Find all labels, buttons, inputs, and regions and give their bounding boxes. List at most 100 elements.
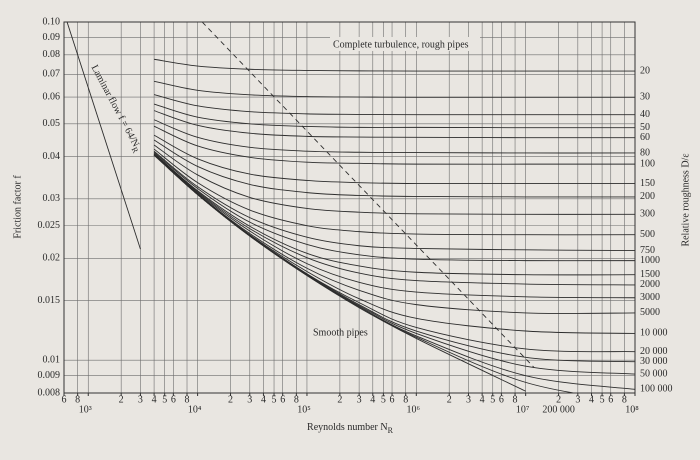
x-tick-label: 2 — [556, 394, 561, 405]
x-tick-label: 8 — [294, 394, 299, 405]
x-tick-label: 3 — [575, 394, 580, 405]
x-tick-label: 6 — [62, 394, 67, 405]
y-tick-label: 0.009 — [38, 370, 61, 381]
curve — [153, 134, 635, 185]
curve — [153, 94, 635, 116]
rough-annotation: Complete turbulence, rough pipes — [333, 39, 469, 50]
roughness-label: 20 000 — [640, 346, 668, 357]
y-tick-label: 0.02 — [43, 253, 61, 264]
x-tick-label: 10⁷ — [516, 404, 530, 415]
x-tick-label: 8 — [513, 394, 518, 405]
roughness-label: 30 000 — [640, 356, 668, 367]
x-tick-label: 10⁵ — [297, 404, 311, 415]
curve — [153, 80, 635, 98]
curve — [153, 152, 635, 276]
x-tick-label: 10⁸ — [625, 404, 639, 415]
roughness-label: 10 000 — [640, 328, 668, 339]
curve — [154, 58, 635, 72]
roughness-label: 5000 — [640, 307, 660, 318]
roughness-label: 20 — [640, 65, 650, 76]
x-tick-label: 5 — [272, 394, 277, 405]
roughness-label: 100 — [640, 158, 655, 169]
curve — [153, 153, 635, 299]
curve — [153, 139, 635, 198]
curve — [153, 110, 635, 139]
roughness-label: 100 000 — [640, 384, 673, 395]
x-tick-label: 8 — [185, 394, 190, 405]
x-tick-label: 10⁶ — [407, 404, 421, 415]
y-tick-label: 0.08 — [43, 49, 61, 60]
y-tick-label: 0.025 — [38, 220, 61, 231]
labels: 0.008 0.009 0.01 0.015 0.02 0.025 0.03 0.04 0.05… — [38, 16, 673, 415]
roughness-label: 80 — [640, 147, 650, 158]
curve — [153, 125, 635, 165]
x-tick-label: 2 — [447, 394, 452, 405]
roughness-label: 200 — [640, 191, 655, 202]
x-tick-label: 4 — [370, 394, 375, 405]
roughness-label: 500 — [640, 229, 655, 240]
roughness-label: 200 000 — [542, 404, 575, 415]
x-tick-label: 8 — [75, 394, 80, 405]
y-tick-label: 0.03 — [43, 193, 61, 204]
y-tick-label: 0.06 — [43, 91, 61, 102]
curve — [153, 154, 526, 392]
x-tick-label: 3 — [247, 394, 252, 405]
annotation-bg — [330, 37, 480, 51]
x-tick-label: 5 — [600, 394, 605, 405]
roughness-label: 50 — [640, 122, 650, 133]
roughness-label: 750 — [640, 245, 655, 256]
x-tick-label: 3 — [357, 394, 362, 405]
y-tick-label: 0.07 — [43, 69, 61, 80]
x-tick-label: 6 — [499, 394, 504, 405]
curve — [153, 119, 635, 154]
curve — [66, 22, 141, 250]
x-tick-label: 3 — [138, 394, 143, 405]
x-tick-label: 3 — [466, 394, 471, 405]
smooth-annotation: Smooth pipes — [313, 327, 368, 338]
x-tick-label: 6 — [171, 394, 176, 405]
x-axis-label: Reynolds number NR — [307, 422, 394, 435]
x-tick-label: 5 — [381, 394, 386, 405]
x-tick-label: 2 — [228, 394, 233, 405]
y-tick-label: 0.09 — [43, 32, 61, 43]
roughness-label: 150 — [640, 178, 655, 189]
x-tick-label: 8 — [622, 394, 627, 405]
curve — [153, 150, 635, 251]
curve — [153, 153, 635, 286]
curves — [66, 22, 635, 393]
laminar-label-sub: R — [130, 145, 141, 155]
x-tick-label: 2 — [337, 394, 342, 405]
x-tick-label: 4 — [480, 394, 485, 405]
curve — [153, 151, 635, 262]
x-tick-label: 5 — [162, 394, 167, 405]
x-tick-label: 4 — [152, 394, 157, 405]
x-axis-label-sub: R — [388, 426, 394, 435]
y-tick-label: 0.04 — [43, 151, 61, 162]
x-tick-label: 6 — [608, 394, 613, 405]
curve — [201, 22, 535, 369]
roughness-label: 1000 — [640, 255, 660, 266]
x-tick-label: 8 — [403, 394, 408, 405]
roughness-label: 40 — [640, 109, 650, 120]
curve — [153, 103, 635, 129]
roughness-label: 300 — [640, 209, 655, 220]
y-tick-label: 0.015 — [38, 295, 61, 306]
y-tick-label: 0.10 — [43, 16, 61, 27]
y-axis-label: Friction factor f — [12, 175, 23, 239]
x-axis-label-main: Reynolds number N — [307, 422, 388, 433]
roughness-label: 30 — [640, 92, 650, 103]
y2-axis-label: Relative roughness D/ε — [680, 153, 691, 246]
curve — [153, 144, 635, 215]
y-tick-label: 0.05 — [43, 118, 61, 129]
x-tick-label: 10³ — [79, 404, 92, 415]
roughness-label: 50 000 — [640, 368, 668, 379]
roughness-label: 3000 — [640, 292, 660, 303]
x-tick-label: 4 — [589, 394, 594, 405]
curve — [153, 148, 635, 236]
x-tick-label: 6 — [280, 394, 285, 405]
roughness-label: 1500 — [640, 269, 660, 280]
x-tick-label: 4 — [261, 394, 266, 405]
roughness-label: 60 — [640, 132, 650, 143]
x-tick-label: 2 — [119, 394, 124, 405]
